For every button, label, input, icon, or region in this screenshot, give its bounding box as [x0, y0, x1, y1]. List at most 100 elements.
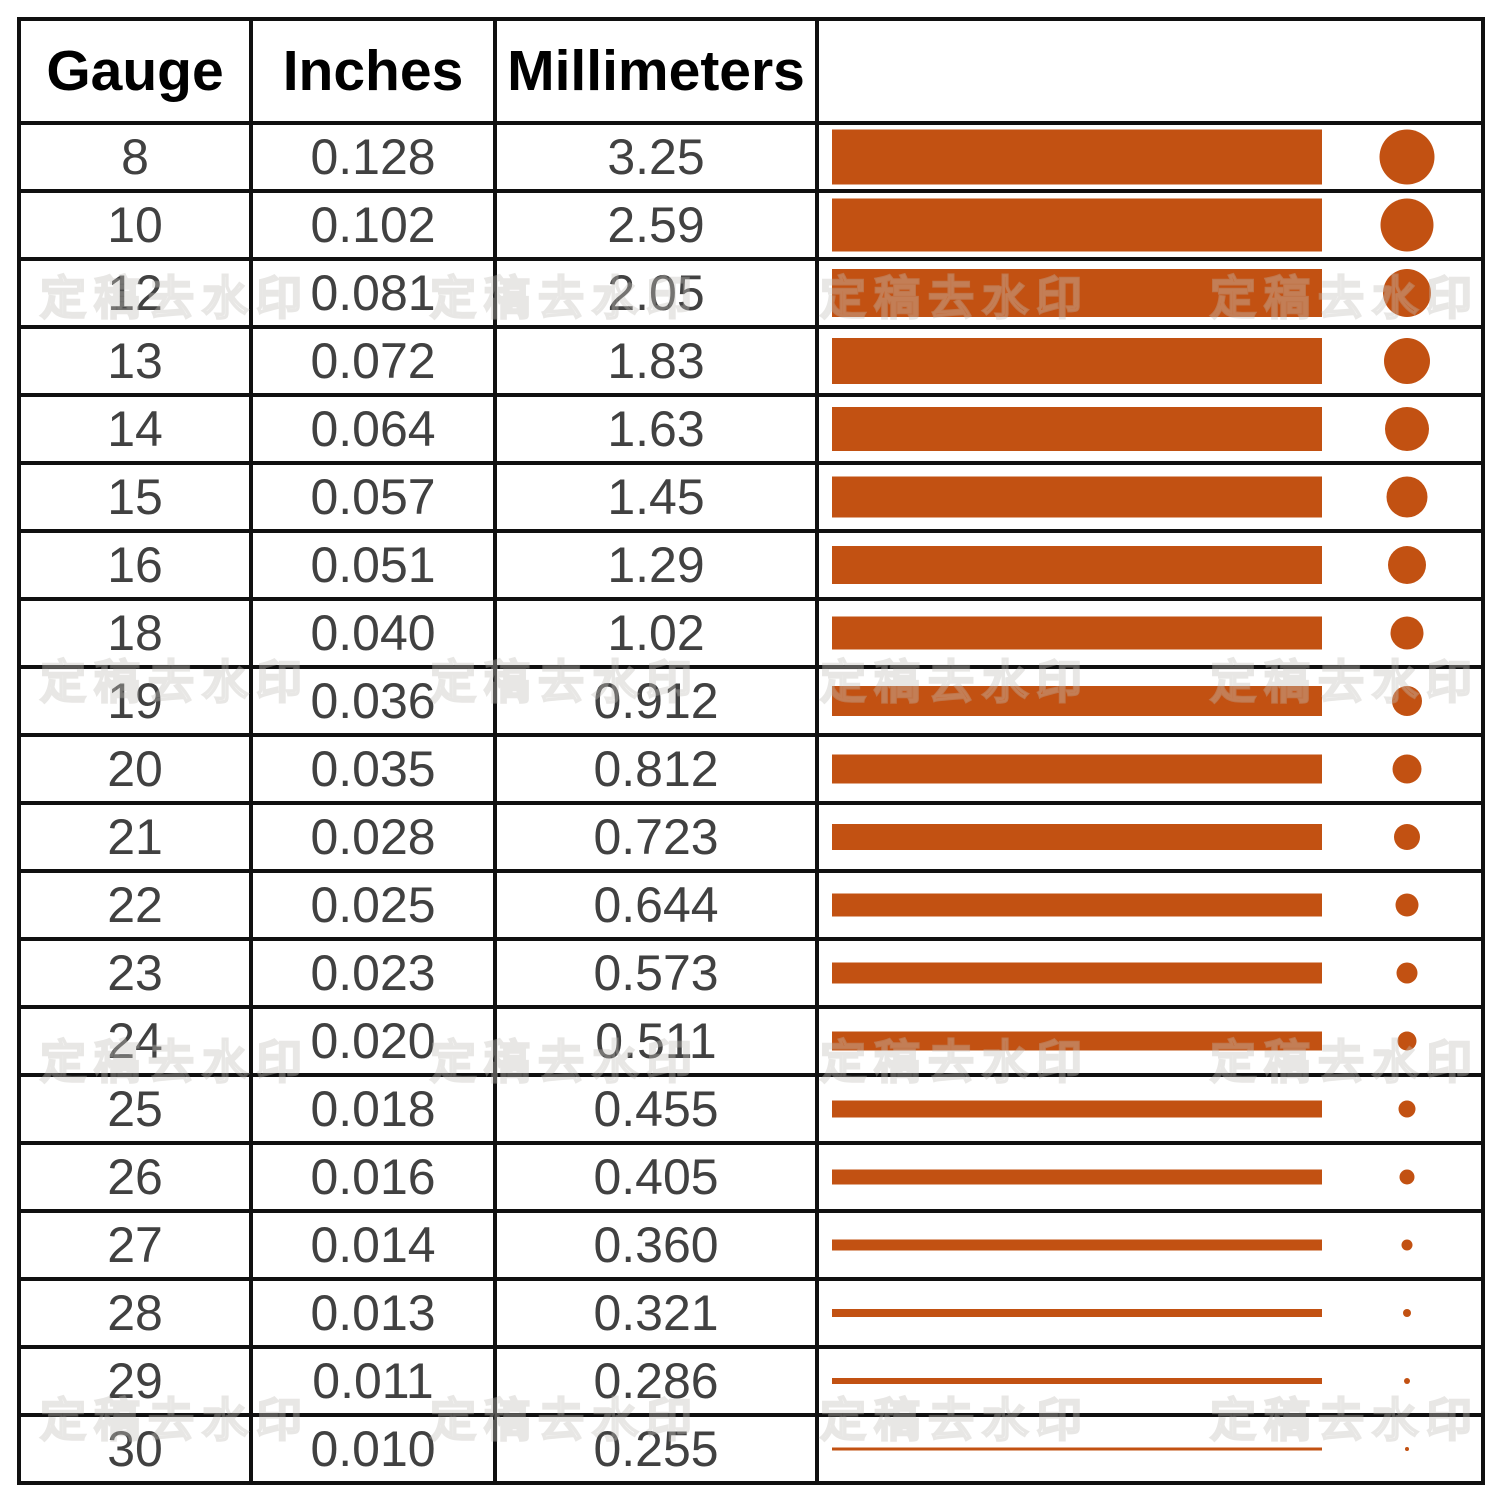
millimeters-cell: 0.573	[493, 937, 819, 1009]
wire-cross-section-dot	[1403, 1309, 1411, 1317]
millimeters-cell: 2.05	[493, 257, 819, 329]
wire-cross-section-dot	[1401, 1239, 1413, 1251]
inches-cell: 0.023	[249, 937, 497, 1009]
wire-thickness-bar	[832, 1447, 1322, 1451]
wire-cross-section-dot	[1386, 476, 1428, 518]
gauge-cell: 30	[17, 1413, 253, 1485]
wire-thickness-bar	[832, 476, 1322, 518]
header-visual-empty	[815, 17, 1485, 125]
millimeters-cell: 1.29	[493, 529, 819, 601]
wire-cross-section-dot	[1397, 1031, 1417, 1051]
wire-thickness-bar	[832, 754, 1322, 784]
gauge-cell: 24	[17, 1005, 253, 1077]
gauge-cell: 15	[17, 461, 253, 533]
table-row: 13 0.072 1.83	[17, 325, 1485, 397]
millimeters-cell: 0.286	[493, 1345, 819, 1417]
wire-cross-section-dot	[1405, 1447, 1409, 1451]
inches-cell: 0.016	[249, 1141, 497, 1213]
wire-thickness-bar	[832, 129, 1322, 185]
table-body: 8 0.128 3.25 10 0.102 2.59 12 0.081 2.05 13 0.072 1…	[17, 121, 1485, 1485]
millimeters-cell: 3.25	[493, 121, 819, 193]
gauge-cell: 13	[17, 325, 253, 397]
wire-visual-cell	[815, 393, 1485, 465]
table-row: 21 0.028 0.723	[17, 801, 1485, 873]
millimeters-cell: 0.723	[493, 801, 819, 873]
inches-cell: 0.014	[249, 1209, 497, 1281]
wire-visual-cell	[815, 461, 1485, 533]
gauge-cell: 27	[17, 1209, 253, 1281]
wire-thickness-bar	[832, 1031, 1322, 1051]
inches-cell: 0.102	[249, 189, 497, 261]
gauge-cell: 29	[17, 1345, 253, 1417]
table-row: 30 0.010 0.255	[17, 1413, 1485, 1485]
wire-visual-cell	[815, 937, 1485, 1009]
wire-visual-cell	[815, 189, 1485, 261]
millimeters-cell: 2.59	[493, 189, 819, 261]
gauge-cell: 10	[17, 189, 253, 261]
wire-visual-cell	[815, 325, 1485, 397]
gauge-cell: 8	[17, 121, 253, 193]
millimeters-cell: 0.455	[493, 1073, 819, 1145]
gauge-cell: 22	[17, 869, 253, 941]
wire-thickness-bar	[832, 407, 1322, 451]
wire-thickness-bar	[832, 686, 1322, 716]
inches-cell: 0.020	[249, 1005, 497, 1077]
wire-cross-section-dot	[1383, 269, 1431, 317]
gauge-cell: 28	[17, 1277, 253, 1349]
wire-visual-cell	[815, 1277, 1485, 1349]
table-row: 27 0.014 0.360	[17, 1209, 1485, 1281]
table-row: 25 0.018 0.455	[17, 1073, 1485, 1145]
table-row: 12 0.081 2.05	[17, 257, 1485, 329]
inches-cell: 0.010	[249, 1413, 497, 1485]
millimeters-cell: 0.255	[493, 1413, 819, 1485]
gauge-cell: 18	[17, 597, 253, 669]
inches-cell: 0.028	[249, 801, 497, 873]
inches-cell: 0.072	[249, 325, 497, 397]
table-row: 15 0.057 1.45	[17, 461, 1485, 533]
header-inches: Inches	[249, 17, 497, 125]
gauge-cell: 20	[17, 733, 253, 805]
wire-gauge-table: Gauge Inches Millimeters 8 0.128 3.25 10 0.1…	[17, 17, 1485, 1485]
millimeters-cell: 0.321	[493, 1277, 819, 1349]
wire-thickness-bar	[832, 1100, 1322, 1118]
millimeters-cell: 1.83	[493, 325, 819, 397]
inches-cell: 0.057	[249, 461, 497, 533]
inches-cell: 0.018	[249, 1073, 497, 1145]
gauge-cell: 19	[17, 665, 253, 737]
millimeters-cell: 0.360	[493, 1209, 819, 1281]
table-row: 10 0.102 2.59	[17, 189, 1485, 261]
table-row: 23 0.023 0.573	[17, 937, 1485, 1009]
inches-cell: 0.051	[249, 529, 497, 601]
wire-cross-section-dot	[1380, 198, 1434, 252]
wire-cross-section-dot	[1392, 754, 1422, 784]
wire-visual-cell	[815, 1005, 1485, 1077]
gauge-cell: 25	[17, 1073, 253, 1145]
header-row: Gauge Inches Millimeters	[17, 17, 1485, 125]
header-gauge: Gauge	[17, 17, 253, 125]
wire-visual-cell	[815, 121, 1485, 193]
millimeters-cell: 0.644	[493, 869, 819, 941]
wire-visual-cell	[815, 1209, 1485, 1281]
wire-cross-section-dot	[1392, 686, 1422, 716]
wire-cross-section-dot	[1388, 546, 1426, 584]
millimeters-cell: 0.405	[493, 1141, 819, 1213]
wire-thickness-bar	[832, 1169, 1322, 1185]
table-row: 20 0.035 0.812	[17, 733, 1485, 805]
millimeters-cell: 0.511	[493, 1005, 819, 1077]
inches-cell: 0.040	[249, 597, 497, 669]
table-row: 16 0.051 1.29	[17, 529, 1485, 601]
wire-visual-cell	[815, 1141, 1485, 1213]
millimeters-cell: 0.912	[493, 665, 819, 737]
wire-visual-cell	[815, 529, 1485, 601]
inches-cell: 0.081	[249, 257, 497, 329]
wire-thickness-bar	[832, 546, 1322, 584]
wire-cross-section-dot	[1385, 407, 1429, 451]
wire-thickness-bar	[832, 338, 1322, 384]
wire-cross-section-dot	[1379, 129, 1435, 185]
wire-cross-section-dot	[1404, 1378, 1410, 1384]
inches-cell: 0.013	[249, 1277, 497, 1349]
table-row: 14 0.064 1.63	[17, 393, 1485, 465]
gauge-cell: 21	[17, 801, 253, 873]
wire-cross-section-dot	[1384, 338, 1430, 384]
millimeters-cell: 0.812	[493, 733, 819, 805]
